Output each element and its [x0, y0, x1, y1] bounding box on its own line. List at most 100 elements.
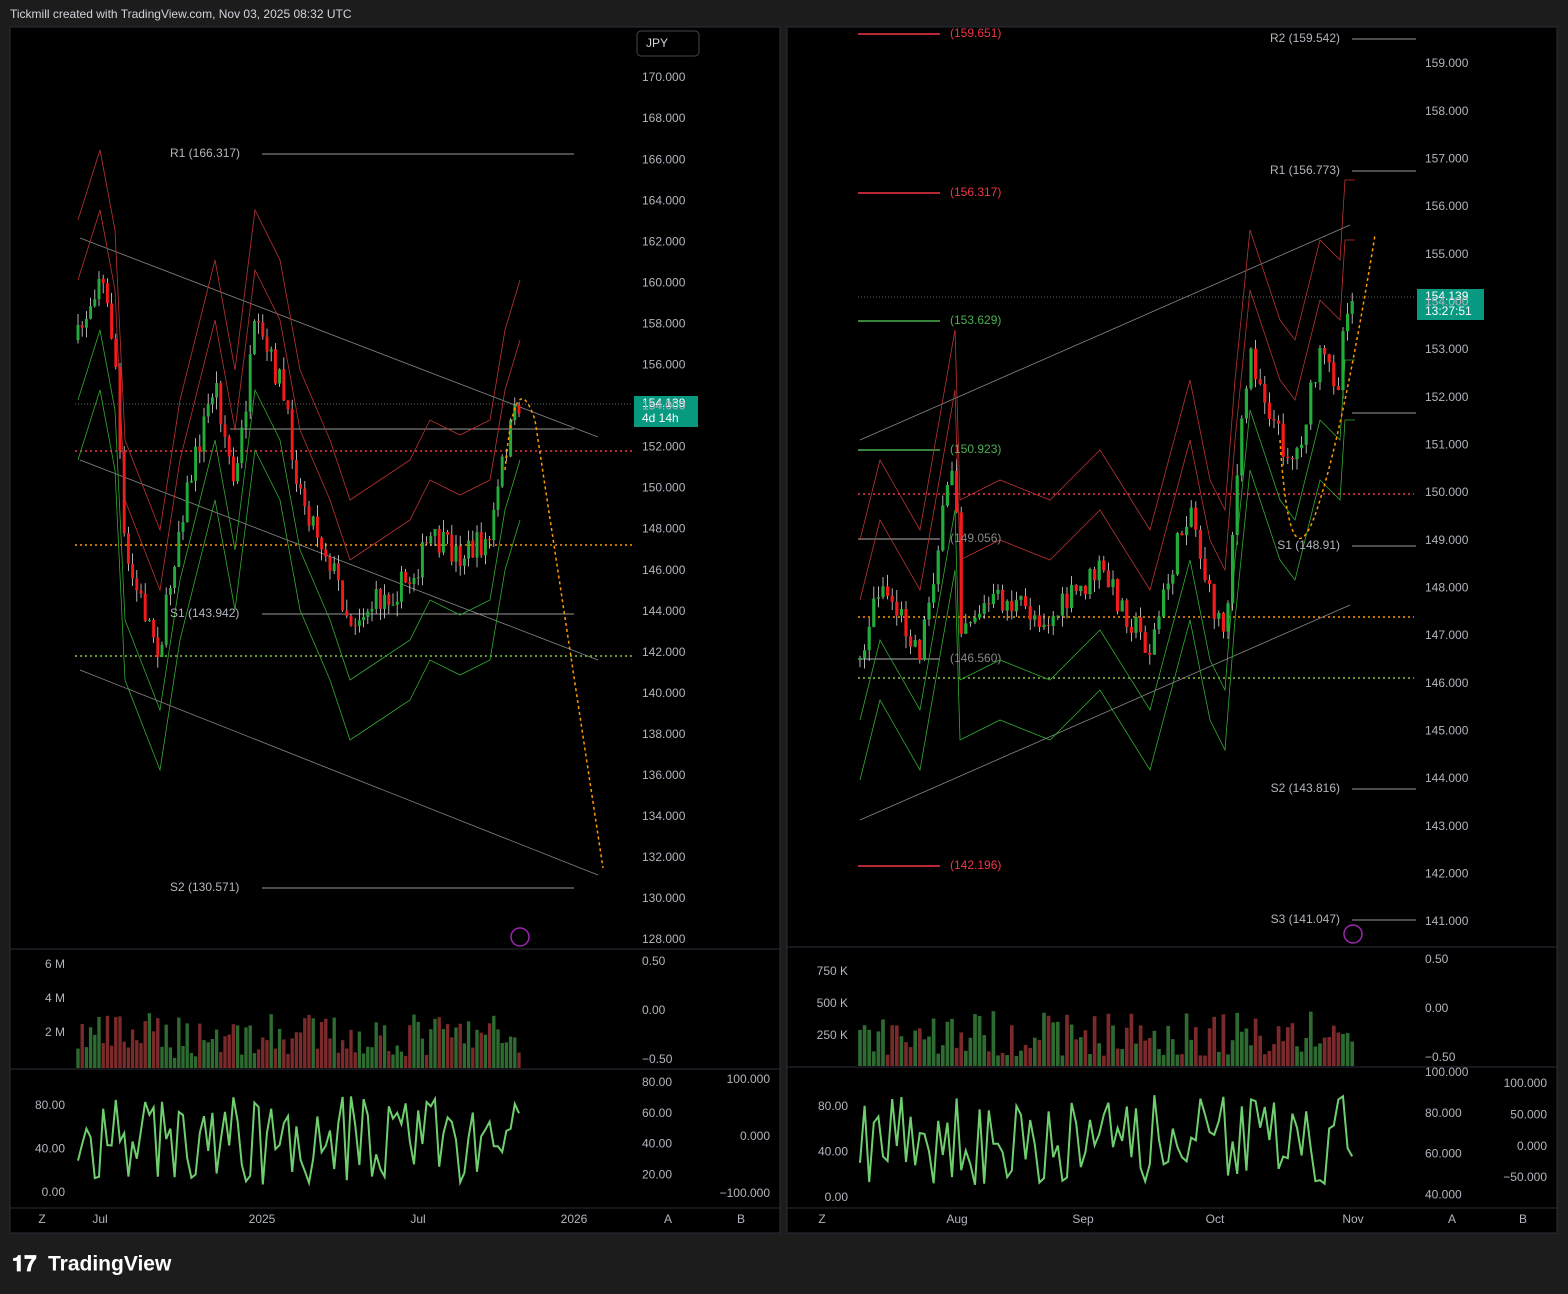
candle — [101, 278, 105, 284]
price-axis-label: 158.000 — [1425, 104, 1469, 118]
candle — [156, 637, 160, 657]
volume-bar — [324, 1018, 328, 1068]
price-axis-label: 150.000 — [642, 481, 686, 495]
candle — [286, 400, 290, 410]
volume-bar — [471, 1047, 475, 1068]
candle — [152, 619, 156, 638]
time-axis-label: Oct — [1206, 1212, 1225, 1226]
candle — [420, 542, 424, 578]
price-axis-label: 168.000 — [642, 111, 686, 125]
volume-bar — [319, 1021, 324, 1068]
candle — [84, 318, 88, 328]
currency[interactable]: JPY — [646, 36, 668, 50]
candle — [223, 424, 227, 437]
currency-button[interactable] — [636, 30, 700, 57]
volume-bar — [885, 1054, 890, 1066]
candle — [307, 506, 311, 526]
pane-button[interactable]: B — [1519, 1212, 1527, 1226]
volume-bar — [227, 1034, 231, 1068]
volume-bar — [252, 1053, 257, 1068]
rsi-axis-label: 80.000 — [1425, 1106, 1462, 1120]
candle — [429, 536, 433, 544]
volume-bar — [913, 1030, 918, 1066]
volume-bar — [483, 1034, 488, 1068]
volume-bar — [202, 1040, 206, 1068]
pane-button[interactable]: Z — [38, 1212, 45, 1226]
candle — [1005, 600, 1009, 611]
volume-bar — [1198, 1055, 1203, 1066]
candle — [1014, 599, 1019, 612]
pivot-label: R1 (156.773) — [1270, 163, 1340, 177]
volume-bar — [420, 1038, 425, 1068]
volume-bar — [366, 1046, 370, 1068]
volume-bar — [881, 1019, 885, 1066]
volume-axis-label: 250 K — [817, 1028, 848, 1042]
candle — [1322, 347, 1327, 355]
volume-bar — [214, 1029, 219, 1068]
price-axis-label: 142.000 — [1425, 867, 1469, 881]
price-axis-label: 148.000 — [642, 522, 686, 536]
volume-bar — [269, 1014, 273, 1068]
volume-bar — [261, 1037, 265, 1068]
volume-bar — [105, 1015, 110, 1068]
volume-bar — [1276, 1026, 1281, 1066]
volume-bar — [240, 1054, 244, 1068]
pane-button[interactable]: Z — [818, 1212, 825, 1226]
volume-bar — [151, 1031, 156, 1068]
volume-bar — [517, 1052, 521, 1068]
volume-bar — [963, 1050, 968, 1066]
volume-bar — [387, 1051, 391, 1068]
candle — [996, 589, 1000, 594]
candle — [210, 397, 214, 405]
candle — [269, 349, 273, 352]
candle — [931, 584, 936, 603]
volume-bar — [1023, 1044, 1028, 1066]
candle — [908, 636, 913, 647]
candle — [324, 549, 328, 557]
alert-icon[interactable] — [510, 927, 530, 947]
volume-bar — [135, 1040, 139, 1068]
price-axis-label: 130.000 — [642, 891, 686, 905]
candle — [1263, 383, 1267, 403]
candle — [257, 320, 261, 323]
candle — [219, 383, 223, 425]
level-label: (156.317) — [950, 185, 1001, 199]
pivot-label: S2 (143.816) — [1271, 781, 1340, 795]
volume-bar — [177, 1017, 181, 1068]
candle — [867, 626, 871, 651]
candle — [374, 589, 378, 609]
pane-button[interactable]: B — [737, 1212, 745, 1226]
volume-bar — [1166, 1025, 1171, 1066]
volume-bar — [172, 1057, 177, 1068]
candle — [1010, 600, 1014, 612]
volume-bar — [1157, 1049, 1161, 1066]
volume-bar — [395, 1045, 399, 1068]
volume-bar — [1060, 1055, 1065, 1066]
volume-bar — [193, 1056, 198, 1068]
candle — [1056, 615, 1060, 617]
oscillator-axis-label: −0.50 — [642, 1052, 673, 1066]
oscillator-axis-label: 0.00 — [642, 1003, 666, 1017]
alert-icon[interactable] — [1343, 924, 1363, 944]
pane-button[interactable]: A — [1448, 1212, 1456, 1226]
candle — [1065, 593, 1069, 609]
pivot-lines — [230, 38, 1416, 921]
volume-bar — [1101, 1055, 1106, 1066]
candle — [404, 571, 408, 583]
candle — [261, 322, 265, 337]
time-axis-label: 2026 — [561, 1212, 588, 1226]
level-label: (153.629) — [950, 313, 1001, 327]
candle — [858, 658, 862, 660]
volume-bar — [890, 1025, 895, 1066]
rsi-axis-label: 80.00 — [35, 1098, 65, 1112]
candle — [1134, 617, 1138, 633]
candle — [1212, 584, 1216, 619]
price-axis-label: 141.000 — [1425, 914, 1469, 928]
candle — [143, 593, 147, 621]
candle — [345, 610, 349, 617]
band — [859, 239, 1355, 601]
pane-button[interactable]: A — [664, 1212, 672, 1226]
volume-bar — [1239, 1031, 1244, 1066]
candle — [488, 538, 492, 541]
level-label: (146.560) — [950, 651, 1001, 665]
